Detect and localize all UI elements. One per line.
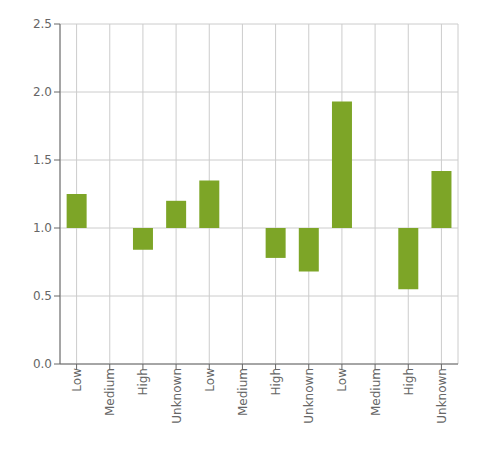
svg-text:1.0: 1.0 (33, 221, 52, 235)
svg-text:2.0: 2.0 (33, 85, 52, 99)
svg-text:1.5: 1.5 (33, 153, 52, 167)
svg-text:High: High (136, 368, 150, 396)
svg-text:Low: Low (335, 368, 349, 392)
svg-text:0.0: 0.0 (33, 357, 52, 371)
svg-text:Medium: Medium (369, 368, 383, 416)
svg-text:Unknown: Unknown (302, 368, 316, 424)
svg-text:Unknown: Unknown (435, 368, 449, 424)
svg-text:2.5: 2.5 (33, 17, 52, 31)
svg-text:Low: Low (70, 368, 84, 392)
svg-text:0.5: 0.5 (33, 289, 52, 303)
svg-text:Low: Low (203, 368, 217, 392)
svg-text:Medium: Medium (236, 368, 250, 416)
svg-text:High: High (269, 368, 283, 396)
svg-text:Unknown: Unknown (170, 368, 184, 424)
svg-text:Medium: Medium (103, 368, 117, 416)
svg-text:High: High (402, 368, 416, 396)
